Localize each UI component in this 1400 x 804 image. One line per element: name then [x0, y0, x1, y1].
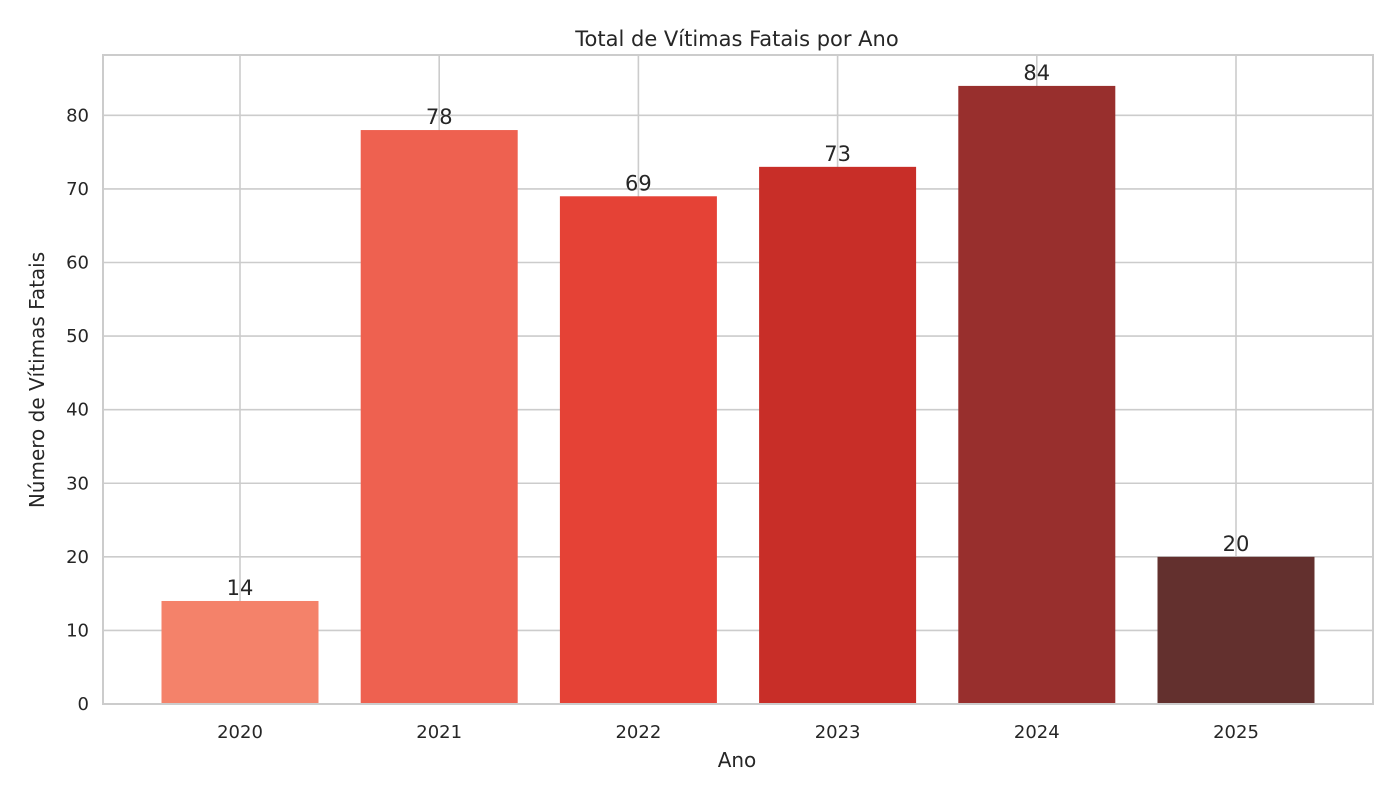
data-label-layer: 14 78 69 73 84 20 — [227, 61, 1250, 600]
bar-2025 — [1157, 556, 1315, 704]
data-label: 73 — [824, 142, 851, 166]
y-tick-label: 30 — [66, 473, 89, 494]
bar-2022 — [559, 196, 717, 704]
chart-title: Total de Vítimas Fatais por Ano — [574, 27, 898, 51]
data-label: 14 — [227, 576, 254, 600]
data-label: 78 — [426, 105, 453, 129]
plot-frame-layer — [102, 54, 1374, 705]
x-tick-label: 2023 — [815, 722, 861, 743]
y-tick-label: 60 — [66, 253, 89, 274]
data-label: 69 — [625, 171, 652, 195]
x-tick-label: 2021 — [416, 722, 462, 743]
y-tick-label: 20 — [66, 547, 89, 568]
y-tick-label: 0 — [78, 694, 89, 715]
y-tick-label: 50 — [66, 326, 89, 347]
bar-2020 — [161, 600, 319, 704]
x-tick-label: 2024 — [1014, 722, 1060, 743]
y-axis-title: Número de Vítimas Fatais — [25, 252, 49, 508]
bar-layer — [161, 85, 1315, 704]
data-label: 84 — [1023, 61, 1050, 85]
data-label: 20 — [1223, 532, 1250, 556]
x-tick-label: 2022 — [615, 722, 661, 743]
y-tick-label: 10 — [66, 620, 89, 641]
y-tick-label: 70 — [66, 179, 89, 200]
plot-frame — [102, 54, 1374, 705]
x-tick-label: 2025 — [1213, 722, 1259, 743]
bar-2021 — [360, 130, 518, 704]
bar-2023 — [759, 166, 917, 704]
y-tick-label: 40 — [66, 400, 89, 421]
x-tick-label: 2020 — [217, 722, 263, 743]
x-axis-title: Ano — [718, 748, 757, 772]
bar-2024 — [958, 85, 1116, 704]
y-tick-label: 80 — [66, 105, 89, 126]
